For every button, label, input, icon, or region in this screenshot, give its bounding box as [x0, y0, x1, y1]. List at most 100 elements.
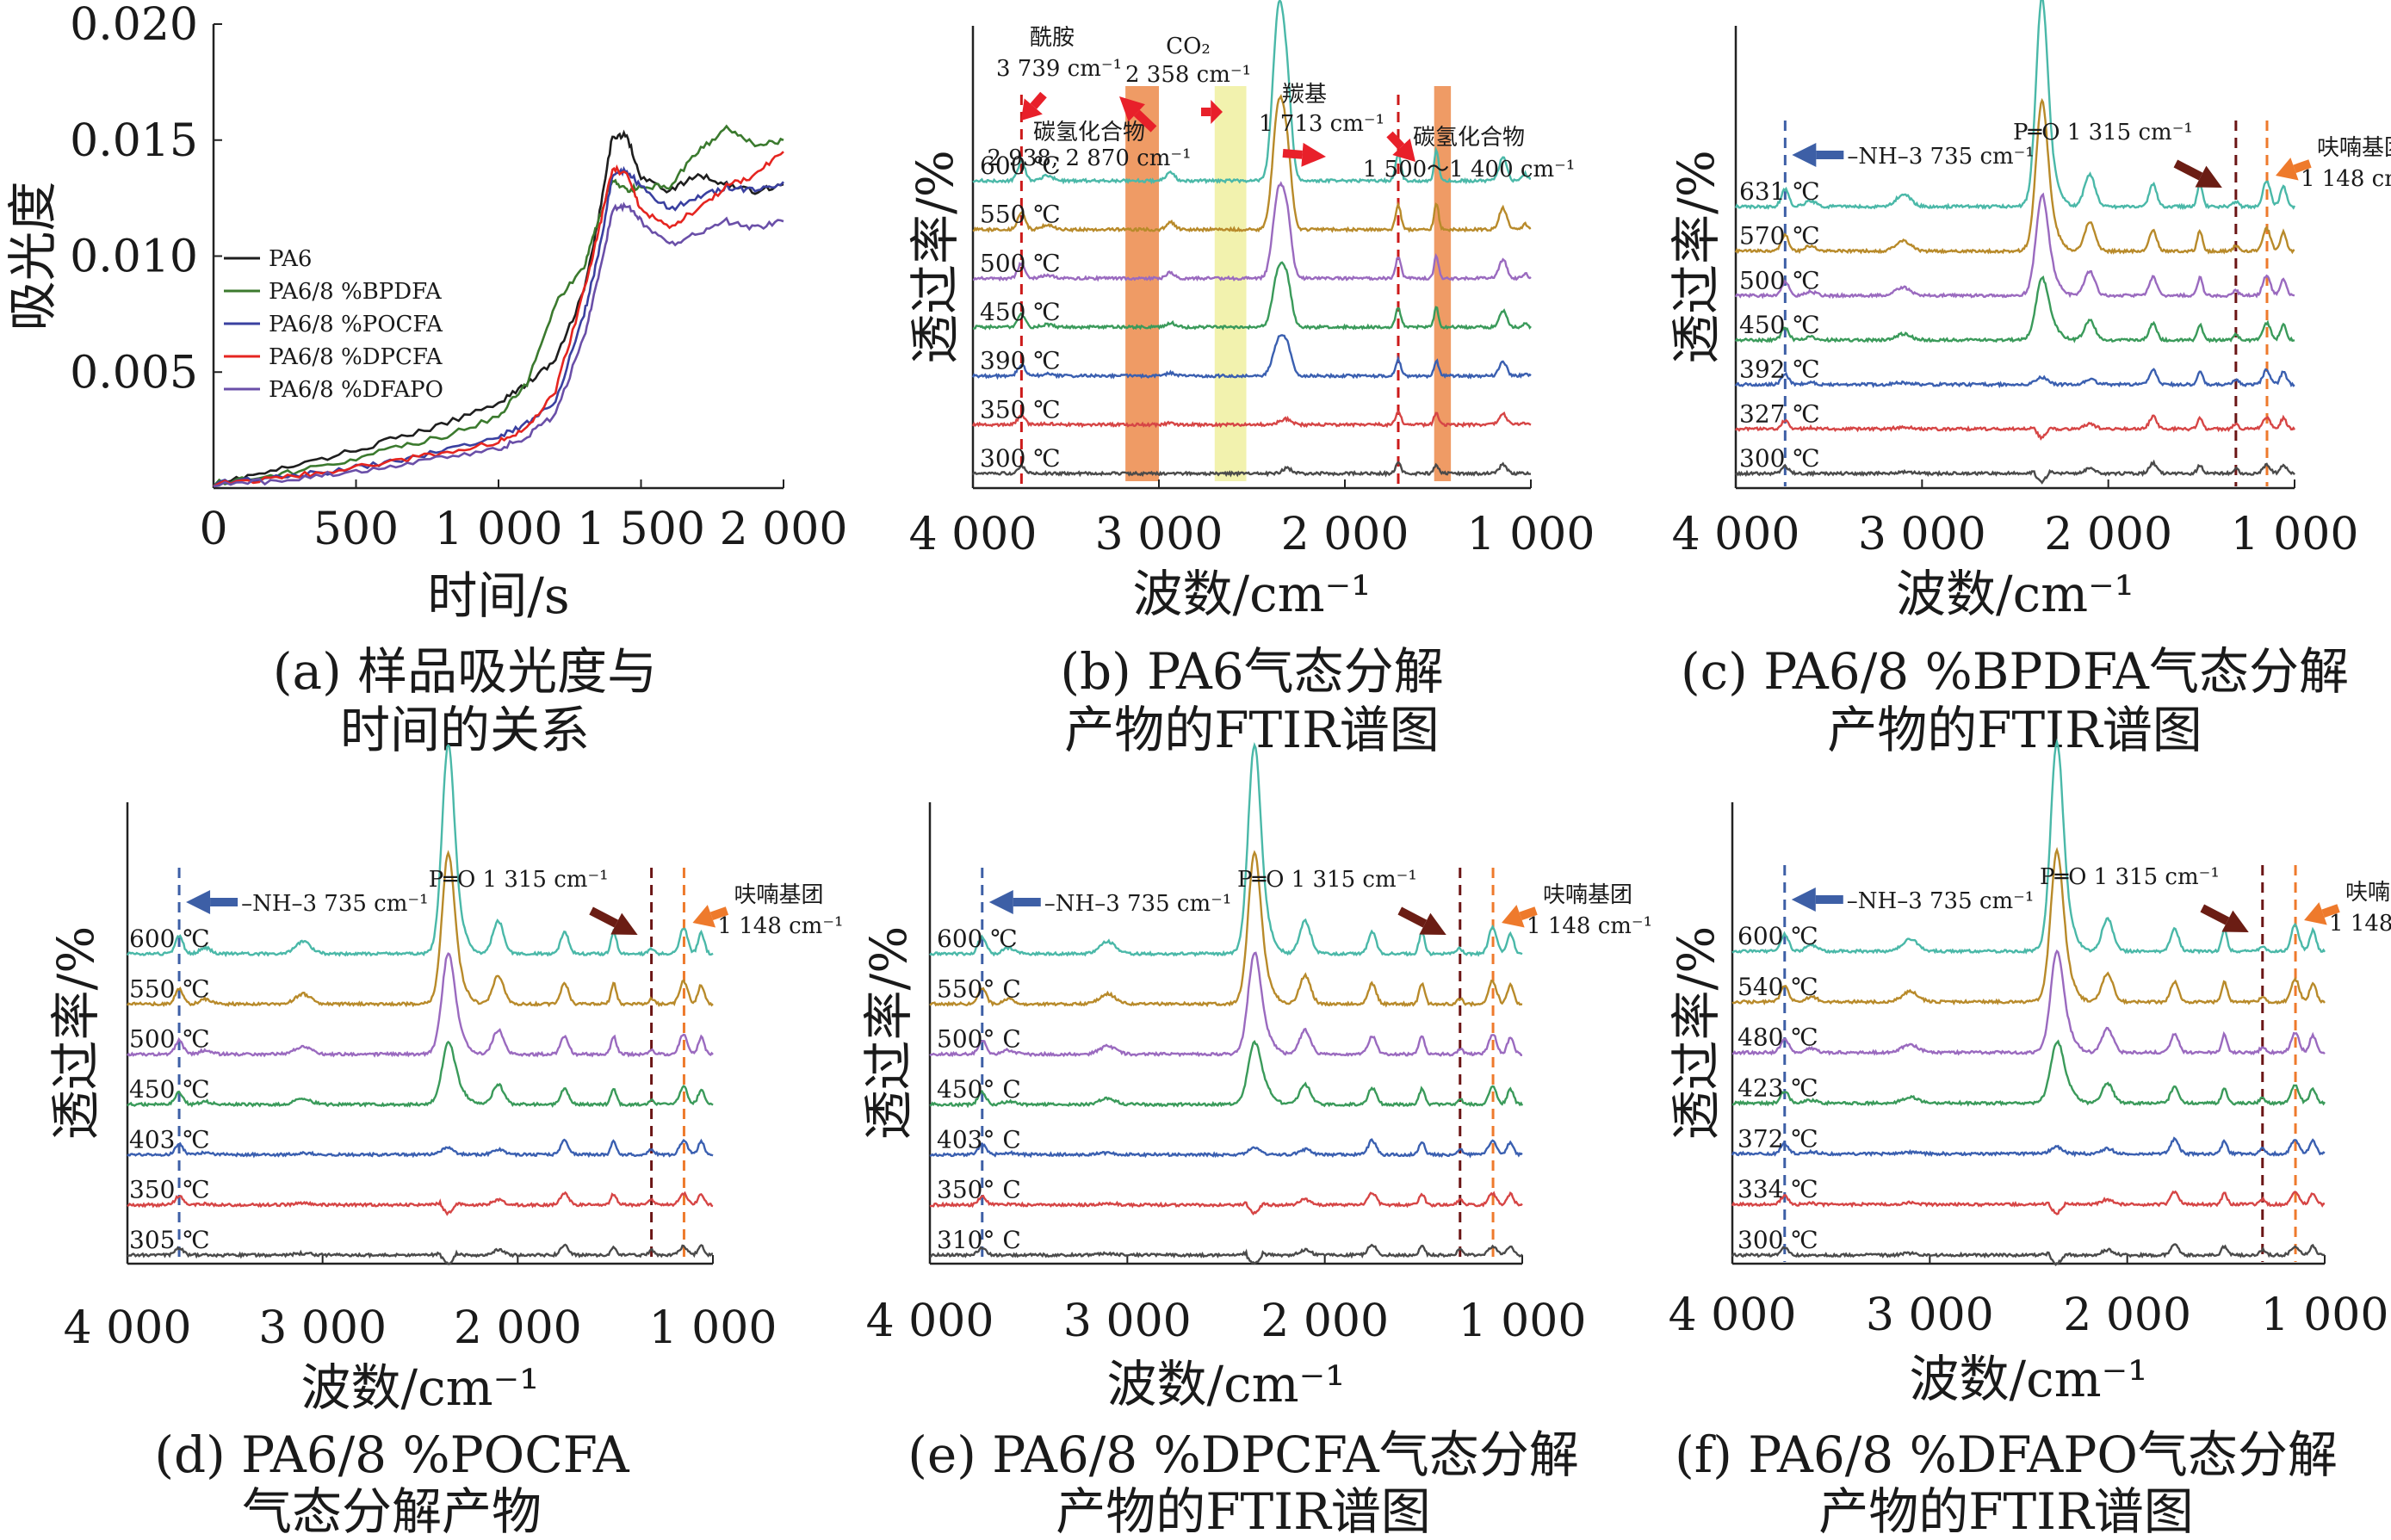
x-tick-label: 1 000 [649, 1302, 777, 1354]
x-axis-label: 波数/cm⁻¹ [1107, 1355, 1346, 1413]
highlight-band [1214, 86, 1247, 481]
annotation-arrow [186, 890, 238, 914]
x-tick-label: 3 000 [1063, 1296, 1192, 1347]
annotation-text: CO₂ [1166, 34, 1211, 59]
spectrum-line [1734, 192, 2295, 300]
annotation-text: 1 148 cm⁻¹ [1527, 913, 1652, 939]
temperature-label: 600 ℃ [1738, 922, 1818, 950]
y-tick-label: 0.010 [70, 232, 198, 283]
temperature-label: 305 ℃ [129, 1226, 210, 1254]
temperature-label: 372 ℃ [1738, 1124, 1818, 1153]
annotation-arrow [2173, 159, 2222, 188]
spectrum-line [1734, 368, 2295, 389]
caption-line2: 产物的FTIR谱图 [1064, 701, 1440, 759]
temperature-label: 550 ℃ [129, 974, 210, 1003]
annotation-arrow [1397, 906, 1446, 935]
annotation-text: 1 148 cm⁻¹ [2301, 166, 2391, 192]
series-line-BPDFA [213, 124, 784, 487]
spectrum-line [127, 952, 714, 1058]
temperature-label: 350 ℃ [129, 1176, 210, 1204]
annotation-text: 酰胺 [1030, 25, 1075, 51]
annotation-arrow [2200, 904, 2249, 932]
highlight-band [1125, 86, 1159, 481]
annotation-arrow [1021, 91, 1047, 121]
temperature-label: 300 ℃ [980, 444, 1061, 473]
spectrum-line [1731, 1136, 2326, 1158]
panel-b: 4 000 3 000 2 000 1 000 波数/cm⁻¹ 透过率/% 300 ℃ 350… [906, 0, 1595, 759]
temperature-label: 392 ℃ [1739, 356, 1820, 384]
spectrum-line [929, 951, 1523, 1058]
annotation-arrow [1282, 142, 1326, 167]
annotation-text: –NH–3 735 cm⁻¹ [1847, 888, 2034, 914]
annotation-text: –NH–3 735 cm⁻¹ [241, 891, 428, 917]
series-line-DFAPO [213, 201, 784, 488]
temperature-label: 450 ℃ [980, 298, 1061, 326]
spectrum-line [126, 744, 714, 958]
y-axis-label: 透过率/% [906, 150, 964, 364]
annotation-text: 呋喃基团 [1543, 882, 1632, 908]
temperature-label: 500 ℃ [980, 249, 1061, 277]
annotation-text: –NH–3 735 cm⁻¹ [1847, 144, 2034, 170]
annotation-text: 1 148 cm⁻¹ [717, 913, 843, 939]
spectrum-line [127, 850, 714, 1008]
spectrum-line [1735, 414, 2296, 442]
x-tick-label: 0 [199, 504, 227, 555]
temperature-label: 350° C [937, 1176, 1021, 1204]
x-tick-label: 2 000 [1261, 1296, 1389, 1347]
x-tick-label: 2 000 [454, 1302, 582, 1354]
annotation-arrow [2304, 902, 2340, 925]
highlight-band [1434, 86, 1452, 481]
panel-e: 4 000 3 000 2 000 1 000 波数/cm⁻¹ 透过率/% 310° C 35… [859, 742, 1652, 1540]
temperature-label: 600 ℃ [129, 925, 210, 953]
temperature-label: 600 ℃ [980, 152, 1061, 180]
temperature-label: 550 ℃ [980, 201, 1061, 229]
x-tick-label: 2 000 [2044, 509, 2172, 560]
temperature-label: 450 ℃ [129, 1075, 210, 1104]
x-tick-label: 1 000 [2231, 509, 2359, 560]
spectrum-line [127, 1040, 714, 1108]
caption-line2: 产物的FTIR谱图 [1827, 701, 2202, 759]
x-axis-label: 波数/cm⁻¹ [1133, 565, 1372, 623]
spectrum-line [1734, 0, 2296, 211]
x-tick-label: 1 000 [435, 504, 563, 555]
spectrum-line [1731, 1190, 2326, 1215]
temperature-label: 390 ℃ [980, 347, 1061, 375]
spectrum-line [1731, 1243, 2326, 1267]
spectrum-line [1731, 949, 2326, 1056]
x-tick-label: 4 000 [1669, 1290, 1797, 1341]
annotation-arrow [1119, 96, 1157, 133]
y-tick-label: 0.005 [70, 347, 198, 399]
caption-line1: (b) PA6气态分解 [1060, 642, 1443, 701]
caption-line1: (f) PA6/8 %DFAPO气态分解 [1675, 1426, 2338, 1484]
annotation-text: 3 739 cm⁻¹ [996, 56, 1122, 82]
x-axis-label: 时间/s [427, 566, 569, 625]
spectrum-line [971, 461, 1531, 478]
y-axis-label: 透过率/% [859, 926, 918, 1141]
panel-f: 4 000 3 000 2 000 1 000 波数/cm⁻¹ 透过率/% 300 ℃ 334… [1667, 738, 2391, 1540]
series-line-PA6 [213, 129, 784, 488]
spectrum-line [971, 410, 1532, 429]
x-tick-label: 4 000 [909, 509, 1038, 560]
caption-line1: (d) PA6/8 %POCFA [154, 1426, 629, 1484]
x-tick-label: 1 000 [2261, 1290, 2389, 1341]
x-axis-label: 波数/cm⁻¹ [1896, 565, 2134, 623]
x-tick-label: 1 000 [1467, 509, 1595, 560]
spectrum-line [1731, 738, 2326, 955]
x-tick-label: 4 000 [1672, 509, 1800, 560]
temperature-label: 480 ℃ [1738, 1024, 1818, 1052]
spectrum-line [971, 334, 1532, 380]
annotation-text: 2 938, 2 870 cm⁻¹ [987, 145, 1191, 171]
x-tick-label: 4 000 [64, 1302, 192, 1354]
spectrum-line [929, 1243, 1523, 1265]
temperature-label: 631 ℃ [1739, 177, 1820, 206]
annotation-text: 碳氢化合物 [1413, 125, 1525, 151]
annotation-text: 呋喃基团 [734, 882, 823, 908]
temperature-label: 310° C [937, 1226, 1021, 1254]
y-tick-label: 0.020 [70, 0, 198, 51]
temperature-label: 450° C [937, 1075, 1021, 1104]
x-tick-label: 3 000 [1858, 509, 1986, 560]
annotation-text: P═O 1 315 cm⁻¹ [2013, 120, 2193, 145]
spectrum-line [929, 742, 1523, 957]
spectrum-line [1731, 1039, 2326, 1107]
